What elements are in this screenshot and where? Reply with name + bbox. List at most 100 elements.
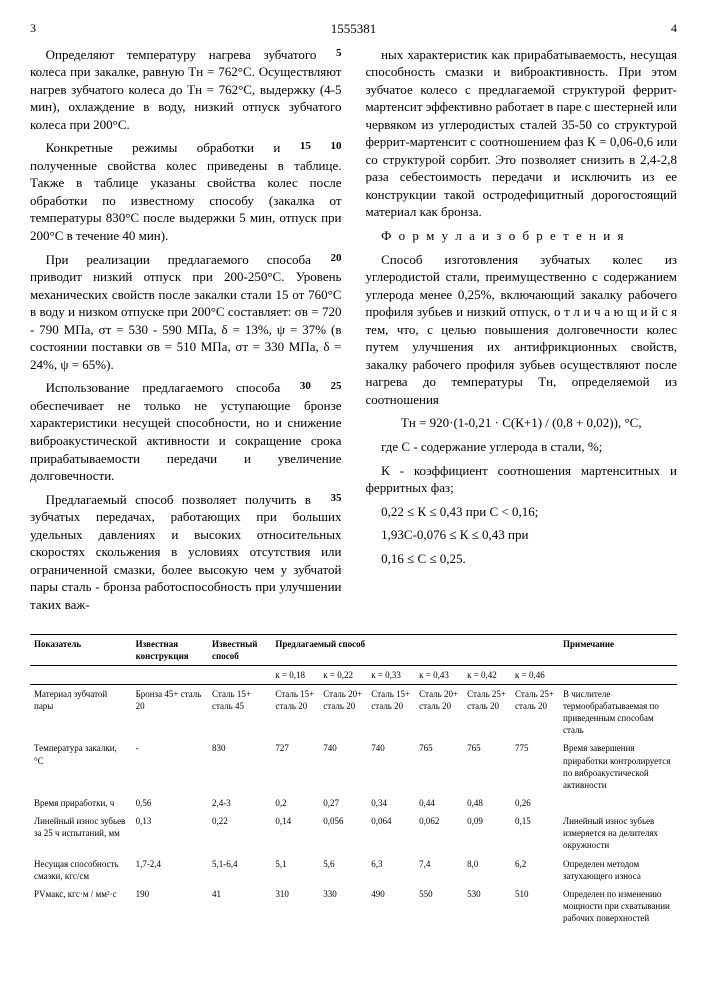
col-header: Известный способ: [208, 634, 271, 665]
para: Способ изготовления зубчатых колес из уг…: [366, 251, 678, 409]
page-right: 4: [671, 20, 677, 38]
table-cell: 310: [271, 885, 319, 927]
table-row: Материал зубчатой парыБронза 45+ сталь 2…: [30, 684, 677, 739]
where: К - коэффициент соотношения мартенситных…: [366, 462, 678, 497]
col-subheader: к = 0,43: [415, 665, 463, 684]
para: 20При реализации предлагаемого способа п…: [30, 251, 342, 374]
line-num: 20: [315, 251, 342, 266]
table-cell: 2,4-3: [208, 794, 271, 812]
col-header: Предлагаемый способ: [271, 634, 559, 665]
col-header: Известная конструкция: [132, 634, 208, 665]
table-body: Материал зубчатой парыБронза 45+ сталь 2…: [30, 684, 677, 927]
col-header: Примечание: [559, 634, 677, 665]
table-cell: 490: [367, 885, 415, 927]
table-cell: 0,27: [319, 794, 367, 812]
table-cell: 1,7-2,4: [132, 855, 208, 885]
table-cell: Сталь 25+ сталь 20: [511, 684, 559, 739]
line-num: 25: [315, 379, 342, 394]
table-cell: Несущая способность смазки, кгс/см: [30, 855, 132, 885]
table-cell: 830: [208, 739, 271, 794]
table-header-row: Показатель Известная конструкция Известн…: [30, 634, 677, 665]
table-row: Линейный износ зубьев за 25 ч испытаний,…: [30, 812, 677, 854]
condition: 1,93С-0,076 ≤ К ≤ 0,43 при: [366, 526, 678, 544]
table-cell: 0,13: [132, 812, 208, 854]
table-cell: 0,48: [463, 794, 511, 812]
header: 3 1555381 4: [30, 20, 677, 38]
col-header: Показатель: [30, 634, 132, 665]
para: ных характеристик как прирабатываемость,…: [366, 46, 678, 221]
table-cell: 7,4: [415, 855, 463, 885]
table-row: Температура закалки, °С-8307277407407657…: [30, 739, 677, 794]
data-table: Показатель Известная конструкция Известн…: [30, 634, 677, 928]
table-cell: 740: [367, 739, 415, 794]
line-num: 30: [284, 379, 311, 394]
equation: Tн = 920·(1-0,21 · С(К+1) / (0,8 + 0,02)…: [366, 414, 678, 432]
para: 1015Конкретные режимы обработки и получе…: [30, 139, 342, 244]
table-cell: 0,09: [463, 812, 511, 854]
table-cell: 6,3: [367, 855, 415, 885]
table-cell: -: [132, 739, 208, 794]
col-subheader: к = 0,46: [511, 665, 559, 684]
table-cell: 0,34: [367, 794, 415, 812]
table-cell: 5,1-6,4: [208, 855, 271, 885]
table-cell: 0,56: [132, 794, 208, 812]
table-cell: 0,064: [367, 812, 415, 854]
table-cell: 0,062: [415, 812, 463, 854]
text-columns: 5Определяют температуру нагрева зубчатог…: [30, 46, 677, 620]
condition: 0,22 ≤ К ≤ 0,43 при С < 0,16;: [366, 503, 678, 521]
line-num: 5: [320, 46, 341, 61]
table-cell: 727: [271, 739, 319, 794]
where: где С - содержание углерода в стали, %;: [366, 438, 678, 456]
table-cell: 0,14: [271, 812, 319, 854]
table-row: Несущая способность смазки, кгс/см1,7-2,…: [30, 855, 677, 885]
table-subheader-row: к = 0,18 к = 0,22 к = 0,33 к = 0,43 к = …: [30, 665, 677, 684]
table-cell: 510: [511, 885, 559, 927]
condition: 0,16 ≤ С ≤ 0,25.: [366, 550, 678, 568]
col-subheader: к = 0,22: [319, 665, 367, 684]
table-row: PVмакс, кгс·м / мм²·с1904131033049055053…: [30, 885, 677, 927]
table-cell: Время завершения приработки контролирует…: [559, 739, 677, 794]
table-cell: Линейный износ зубьев за 25 ч испытаний,…: [30, 812, 132, 854]
table-cell: Сталь 20+ сталь 20: [319, 684, 367, 739]
table-cell: Определен методом затухающего износа: [559, 855, 677, 885]
table-cell: Сталь 15+ сталь 20: [367, 684, 415, 739]
table-cell: 740: [319, 739, 367, 794]
table-cell: PVмакс, кгс·м / мм²·с: [30, 885, 132, 927]
table-cell: Сталь 20+ сталь 20: [415, 684, 463, 739]
line-num: 15: [284, 139, 311, 154]
para: 5Определяют температуру нагрева зубчатог…: [30, 46, 342, 134]
table-cell: 0,22: [208, 812, 271, 854]
para: 2530Использование предлагаемого способа …: [30, 379, 342, 484]
left-column: 5Определяют температуру нагрева зубчатог…: [30, 46, 342, 620]
table-row: Время приработки, ч0,562,4-30,20,270,340…: [30, 794, 677, 812]
col-subheader: к = 0,18: [271, 665, 319, 684]
table-cell: 5,1: [271, 855, 319, 885]
doc-number: 1555381: [36, 20, 671, 38]
table-cell: Сталь 15+ сталь 45: [208, 684, 271, 739]
table-cell: 0,056: [319, 812, 367, 854]
table-cell: 550: [415, 885, 463, 927]
table-cell: Материал зубчатой пары: [30, 684, 132, 739]
para: 35Предлагаемый способ позволяет получить…: [30, 491, 342, 614]
table-cell: 0,26: [511, 794, 559, 812]
table-cell: Бронза 45+ сталь 20: [132, 684, 208, 739]
table-cell: 530: [463, 885, 511, 927]
table-cell: 5,6: [319, 855, 367, 885]
table-cell: 0,2: [271, 794, 319, 812]
table-cell: 765: [463, 739, 511, 794]
table-cell: 6,2: [511, 855, 559, 885]
table-cell: [559, 794, 677, 812]
table-cell: Линейный износ зубьев измеряется на дели…: [559, 812, 677, 854]
formula-title: Ф о р м у л а и з о б р е т е н и я: [366, 227, 678, 245]
table-cell: В числителе термообрабатываемая по приве…: [559, 684, 677, 739]
line-num: 10: [315, 139, 342, 154]
table-cell: Определен по изменению мощности при схва…: [559, 885, 677, 927]
table-cell: 0,15: [511, 812, 559, 854]
table-cell: 0,44: [415, 794, 463, 812]
table-cell: Сталь 25+ сталь 20: [463, 684, 511, 739]
table-cell: Сталь 15+ сталь 20: [271, 684, 319, 739]
table-cell: 775: [511, 739, 559, 794]
table-cell: 8,0: [463, 855, 511, 885]
table-cell: 765: [415, 739, 463, 794]
table-cell: 41: [208, 885, 271, 927]
